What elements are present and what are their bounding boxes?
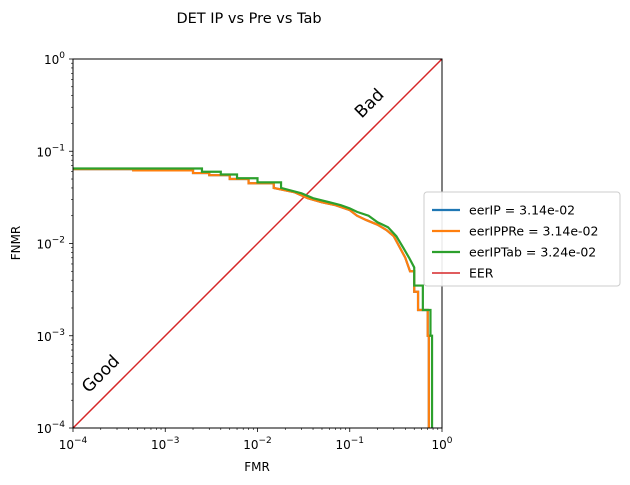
- legend-label-0: eerIP = 3.14e-02: [469, 203, 575, 218]
- y-tick-label: 10−4: [36, 420, 65, 436]
- annotation-good: Good: [78, 351, 124, 397]
- legend-label-2: eerIPTab = 3.24e-02: [469, 245, 596, 260]
- series-line-3: [73, 59, 442, 428]
- legend-box: [423, 191, 621, 287]
- x-axis-label: FMR: [244, 460, 270, 474]
- x-tick-label: 10−1: [335, 436, 364, 452]
- plot-area: Bad Good: [72, 58, 443, 429]
- series-line-0: [73, 168, 430, 428]
- series-line-1: [73, 168, 430, 428]
- x-axis-ticks: 10−4 10−3 10−2 10−1 100: [59, 428, 453, 452]
- y-tick-label: 10−2: [36, 236, 65, 252]
- legend-label-1: eerIPPRe = 3.14e-02: [469, 224, 598, 239]
- y-tick-label: 100: [44, 51, 65, 67]
- x-tick-label: 10−2: [243, 436, 272, 452]
- y-tick-label: 10−3: [36, 328, 65, 344]
- y-axis-ticks: 10−4 10−3 10−2 10−1 100: [36, 51, 73, 436]
- series-line-2: [73, 167, 434, 428]
- legend-label-3: EER: [469, 266, 494, 281]
- x-tick-label: 100: [431, 436, 452, 452]
- annotation-bad: Bad: [351, 85, 388, 122]
- chart-title: DET IP vs Pre vs Tab: [176, 11, 321, 27]
- y-tick-label: 10−1: [36, 143, 65, 159]
- y-axis-label: FNMR: [9, 226, 23, 261]
- x-tick-label: 10−4: [59, 436, 88, 452]
- x-tick-label: 10−3: [151, 436, 180, 452]
- legend: eerIP = 3.14e-02 eerIPPRe = 3.14e-02 eerIP…: [423, 191, 621, 287]
